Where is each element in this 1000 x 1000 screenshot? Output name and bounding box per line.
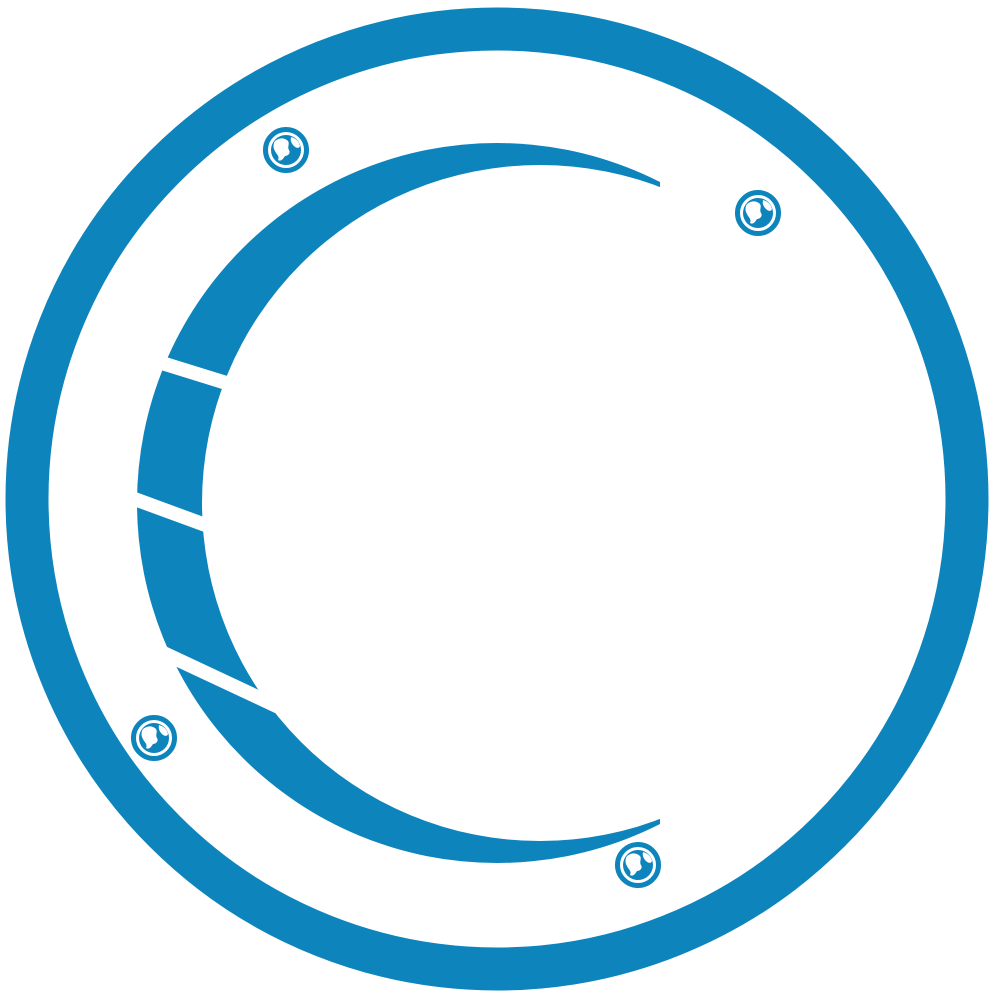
globe-icon [738,193,779,234]
globe-icon [134,718,175,759]
globe-icon [266,130,307,171]
globe-icon [618,845,659,886]
